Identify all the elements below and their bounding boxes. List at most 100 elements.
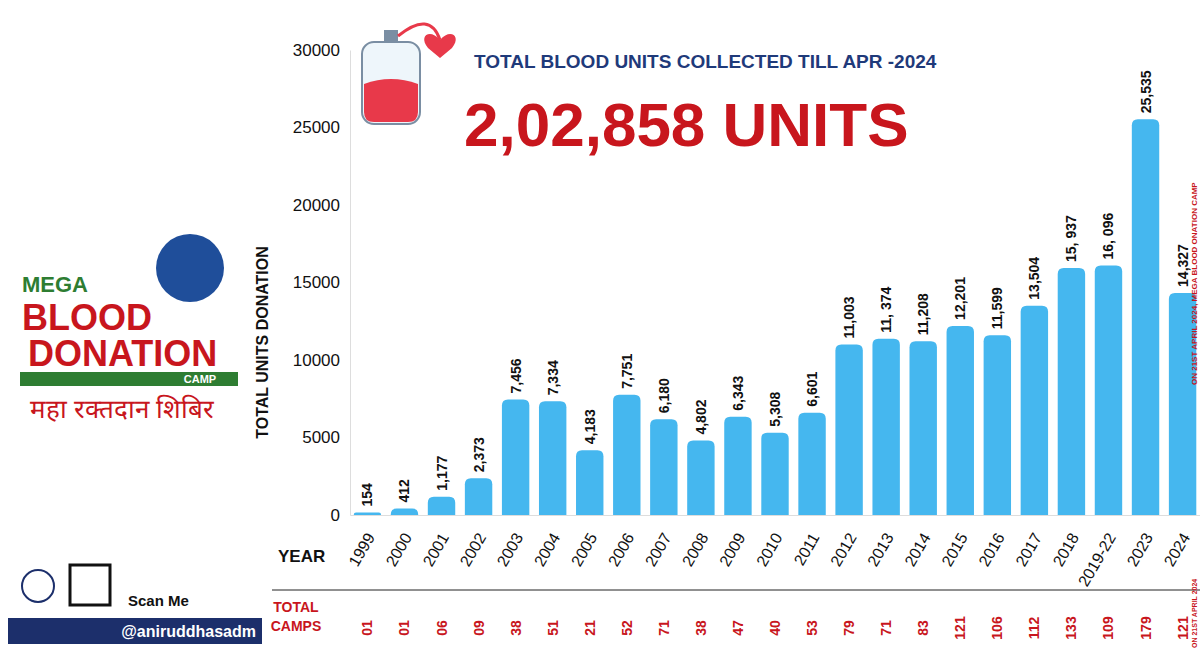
- y-tick-label: 25000: [293, 118, 340, 137]
- x-tick: 2011: [791, 515, 823, 568]
- data-label: 1,177: [434, 456, 450, 491]
- y-tick-label: 15000: [293, 273, 340, 292]
- x-tick-label: 2008: [679, 530, 712, 569]
- data-label: 14,327: [1175, 244, 1191, 287]
- camp-count: 51: [545, 620, 561, 636]
- camp-count: 112: [1026, 616, 1042, 639]
- y-tick: 20000: [293, 196, 350, 215]
- x-tick-label: 2016: [975, 530, 1008, 569]
- x-tick: 2002: [457, 515, 490, 569]
- y-axis-line: [350, 51, 351, 516]
- camp-count: 47: [730, 620, 746, 636]
- camp-count: 71: [878, 620, 894, 636]
- x-tick: 2019-22: [1075, 515, 1119, 589]
- x-tick-label: 2002: [457, 530, 490, 569]
- bar: [724, 417, 751, 515]
- scan-label: Scan Me: [128, 592, 189, 609]
- bag-top: [384, 30, 398, 42]
- logo-bar: [20, 372, 238, 386]
- data-label: 15, 937: [1063, 215, 1079, 262]
- x-tick: 2014: [901, 515, 934, 569]
- x-tick: 2009: [716, 515, 749, 569]
- x-tick: 2004: [531, 515, 564, 569]
- x-tick: 1999: [345, 515, 378, 569]
- x-tick: 2018: [1050, 515, 1083, 569]
- camp-count: 121: [1175, 616, 1191, 640]
- x-tick-label: 2012: [827, 530, 860, 569]
- bar: [354, 513, 381, 515]
- x-axis: 1999200020012002200320042005200620072008…: [345, 515, 1200, 589]
- camps: 0101060938512152713847405379718312110611…: [359, 616, 1190, 640]
- x-tick: 2012: [827, 515, 860, 569]
- y-tick-label: 5000: [302, 428, 340, 447]
- data-label: 11, 374: [878, 287, 894, 333]
- bar: [872, 339, 899, 515]
- bar: [391, 509, 418, 515]
- y-tick: 10000: [293, 351, 350, 370]
- data-label: 5,308: [767, 391, 783, 426]
- handle: @aniruddhasadm: [121, 623, 256, 640]
- camp-count: 179: [1138, 616, 1154, 640]
- bar: [502, 399, 529, 515]
- data-label: 154: [359, 483, 375, 507]
- bag-body: [362, 42, 420, 124]
- x-tick-label: 2004: [531, 530, 564, 569]
- camp-count: 38: [693, 620, 709, 636]
- handle-box: [8, 618, 262, 644]
- bag-blood: [364, 79, 418, 122]
- camp-count: 40: [767, 620, 783, 636]
- camp-count: 06: [434, 620, 450, 636]
- logo-blood: BLOOD: [22, 297, 152, 338]
- bar: [910, 341, 937, 515]
- bar: [1095, 266, 1122, 515]
- y-tick-label: 10000: [293, 351, 340, 370]
- data-label: 2,373: [471, 437, 487, 472]
- data-label: 25,535: [1138, 70, 1154, 113]
- data-label: 6,180: [656, 378, 672, 413]
- bar: [1132, 119, 1159, 515]
- x-tick-label: 2003: [494, 530, 527, 569]
- camp-count: 121: [952, 616, 968, 640]
- camp-count: 109: [1100, 616, 1116, 640]
- bar: [650, 419, 677, 515]
- x-tick-label: 2023: [1124, 530, 1157, 569]
- bar: [687, 441, 714, 515]
- bar: [984, 335, 1011, 515]
- annotation: ON 21ST APRIL 2024, MEGA BLOOD ONATION C…: [1190, 182, 1199, 385]
- camp-count: 79: [841, 620, 857, 636]
- x-tick: 2010: [753, 515, 786, 569]
- x-tick-label: 2006: [605, 530, 638, 569]
- data-label: 11,599: [989, 287, 1005, 329]
- x-tick-label: 2007: [642, 530, 675, 569]
- logo-donation: DONATION: [28, 333, 217, 374]
- bar: [613, 395, 640, 515]
- y-tick: 0: [331, 506, 350, 525]
- data-label: 13,504: [1026, 257, 1042, 300]
- bar: [947, 326, 974, 515]
- camp-count: 52: [619, 620, 635, 636]
- camp-count: 133: [1063, 616, 1079, 640]
- data-label: 6,601: [804, 371, 820, 406]
- x-tick: 2000: [383, 515, 416, 569]
- y-tick: 30000: [293, 41, 350, 60]
- y-tick-label: 0: [331, 506, 340, 525]
- camp-count: 106: [989, 616, 1005, 640]
- bars: [354, 119, 1197, 515]
- data-label: 7,456: [508, 358, 524, 393]
- logo-mega: MEGA: [22, 272, 88, 297]
- x-tick-label: 2001: [420, 530, 453, 569]
- camp-count: 53: [804, 620, 820, 636]
- y-tick-label: 30000: [293, 41, 340, 60]
- logo-portrait: [156, 234, 224, 302]
- title: TOTAL BLOOD UNITS COLLECTED TILL APR -20…: [474, 51, 937, 72]
- subtitle: 2,02,858 UNITS: [464, 90, 909, 159]
- bar: [835, 344, 862, 515]
- camps-title: TOTALCAMPS: [271, 599, 322, 634]
- chart-svg: TOTAL BLOOD UNITS COLLECTED TILL APR -20…: [0, 0, 1200, 650]
- camp-count: 01: [359, 620, 375, 636]
- data-label: 412: [396, 479, 412, 503]
- data-label: 16, 096: [1100, 213, 1116, 260]
- x-tick-label: 2014: [901, 530, 934, 569]
- y-tick: 15000: [293, 273, 350, 292]
- x-tick-label: 2015: [938, 530, 971, 569]
